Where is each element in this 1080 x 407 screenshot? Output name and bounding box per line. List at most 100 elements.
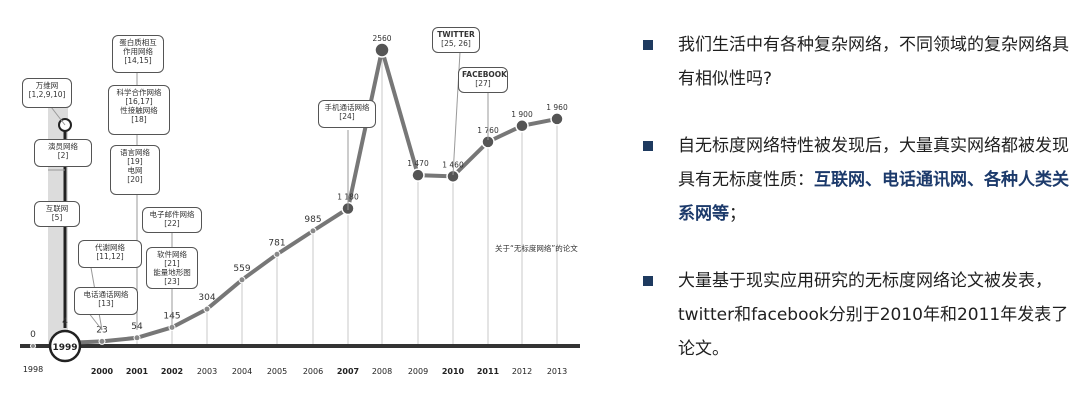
series-annotation: 关于“无标度网络”的论文 <box>495 243 578 253</box>
data-label: 0 <box>30 330 36 340</box>
data-point <box>515 119 529 133</box>
x-tick-label: 2008 <box>372 367 392 376</box>
data-label: 985 <box>304 215 321 225</box>
data-point <box>30 343 36 349</box>
data-point <box>309 227 317 235</box>
bullet-square-icon <box>643 276 653 286</box>
data-label: 23 <box>96 325 107 335</box>
x-tick-label: 2000 <box>91 367 114 376</box>
bullet-item: 自无标度网络特性被发现后，大量真实网络都被发现具有无标度性质：互联网、电话通讯网… <box>640 129 1070 231</box>
callout-line: 电话通话网络 <box>83 290 129 299</box>
callout-line: 手机通话网络 <box>324 103 370 112</box>
data-label: 304 <box>198 293 215 303</box>
callout-line: 性接触网络 <box>120 106 158 115</box>
callout-line: [27] <box>475 79 491 88</box>
callout-line: [19] <box>127 157 143 166</box>
callout-line: 语言网络 <box>120 148 150 157</box>
x-tick-label: 1999 <box>52 343 77 353</box>
highlight-year-ring <box>48 329 82 363</box>
bullet-square-icon <box>643 141 653 151</box>
callout-language: 语言网络 [19] 电网 [20] <box>110 145 160 195</box>
callout-line: FACEBOOK <box>462 70 507 79</box>
callout-line: 电子邮件网络 <box>149 210 195 219</box>
bullet-text: 自无标度网络特性被发现后，大量真实网络都被发现具有无标度性质： <box>678 136 1069 190</box>
callout-line: [25, 26] <box>441 39 471 48</box>
callout-line: [21] <box>164 259 180 268</box>
chart-panel: 0 4 23 54 145 304 559 781 985 1 180 2560 1 470 1 460… <box>20 27 580 376</box>
data-label: 1 900 <box>511 110 533 119</box>
callout-line: [14,15] <box>124 56 152 65</box>
callout-line: 互联网 <box>45 204 69 213</box>
bullet-text: 大量基于现实应用研究的无标度网络论文被发表，twitter和facebook分别… <box>678 271 1069 359</box>
callout-line: 作用网络 <box>123 47 153 56</box>
callout-internet: 互联网 [5] <box>34 201 80 227</box>
data-label: 559 <box>233 264 250 274</box>
callout-line: 万维网 <box>35 81 59 90</box>
callout-twitter: TWITTER [25, 26] <box>432 27 480 53</box>
callout-line: [5] <box>51 213 63 222</box>
callout-line: [16,17] <box>125 97 153 106</box>
data-label: 4 <box>62 317 68 327</box>
callout-facebook: FACEBOOK [27] <box>458 67 508 93</box>
callout-line: 电网 <box>127 166 143 175</box>
callout-line: [18] <box>131 115 147 124</box>
x-tick-label: 2006 <box>303 367 323 376</box>
callout-science: 科学合作网络 [16,17] 性接触网络 [18] <box>108 85 170 135</box>
data-point <box>273 250 281 258</box>
callout-mobile: 手机通话网络 [24] <box>318 100 376 128</box>
callout-line: 软件网络 <box>157 250 187 259</box>
callout-line: [23] <box>164 277 180 286</box>
callout-line: [20] <box>127 175 143 184</box>
bullet-text: 我们生活中有各种复杂网络，不同领域的复杂网络具有相似性吗? <box>678 35 1069 89</box>
data-point <box>374 42 390 58</box>
bullet-square-icon <box>643 40 653 50</box>
x-tick-label: 2003 <box>197 367 217 376</box>
x-tick-label: 2007 <box>337 367 359 376</box>
callout-software: 软件网络 [21] 能量地形图 [23] <box>146 247 198 289</box>
bullet-item: 我们生活中有各种复杂网络，不同领域的复杂网络具有相似性吗? <box>640 28 1070 96</box>
x-tick-label: 2004 <box>232 367 252 376</box>
callout-connector <box>87 311 103 331</box>
callout-line: 能量地形图 <box>153 268 191 277</box>
data-point <box>133 334 141 342</box>
callout-line: [1,2,9,10] <box>28 90 66 99</box>
x-tick-label: 1998 <box>23 365 43 374</box>
bullet-tail: ； <box>729 204 746 224</box>
x-tick-label: 2005 <box>267 367 287 376</box>
data-point <box>203 305 211 313</box>
x-tick-label: 2012 <box>512 367 532 376</box>
callout-line: 蛋白质相互 <box>119 38 157 47</box>
callout-phonecall: 电话通话网络 [13] <box>74 287 138 315</box>
callout-metabolic: 代谢网络 [11,12] <box>78 240 142 268</box>
x-tick-label: 2013 <box>547 367 567 376</box>
callout-line: TWITTER <box>437 30 475 39</box>
callout-protein: 蛋白质相互 作用网络 [14,15] <box>112 35 164 73</box>
callout-line: [2] <box>57 151 69 160</box>
data-point <box>550 112 564 126</box>
data-label: 1 960 <box>546 103 568 112</box>
data-label: 2560 <box>372 34 391 43</box>
bullet-item: 大量基于现实应用研究的无标度网络论文被发表，twitter和facebook分别… <box>640 264 1070 366</box>
x-tick-label: 2010 <box>442 367 465 376</box>
data-label: 1 470 <box>407 159 429 168</box>
callout-email: 电子邮件网络 [22] <box>142 207 202 233</box>
callout-line: [22] <box>164 219 180 228</box>
callout-line: [13] <box>98 299 114 308</box>
callout-actor: 演员网络 [2] <box>34 139 92 167</box>
callout-line: [24] <box>339 112 355 121</box>
x-tick-label: 2011 <box>477 367 500 376</box>
x-tick-label: 2002 <box>161 367 183 376</box>
data-point <box>238 276 246 284</box>
x-tick-label: 2009 <box>408 367 428 376</box>
data-point <box>98 337 106 345</box>
bullet-list: 我们生活中有各种复杂网络，不同领域的复杂网络具有相似性吗? 自无标度网络特性被发… <box>640 28 1070 399</box>
bullet-bold-text: 互联网、电话通讯网、各种人类关系网等 <box>678 170 1069 224</box>
x-tick-label: 2001 <box>126 367 149 376</box>
data-label: 781 <box>268 238 285 248</box>
callout-line: 演员网络 <box>48 142 78 151</box>
callout-line: [11,12] <box>96 252 124 261</box>
callout-line: 科学合作网络 <box>116 88 162 97</box>
callout-line: 代谢网络 <box>95 243 125 252</box>
data-point <box>411 168 425 182</box>
